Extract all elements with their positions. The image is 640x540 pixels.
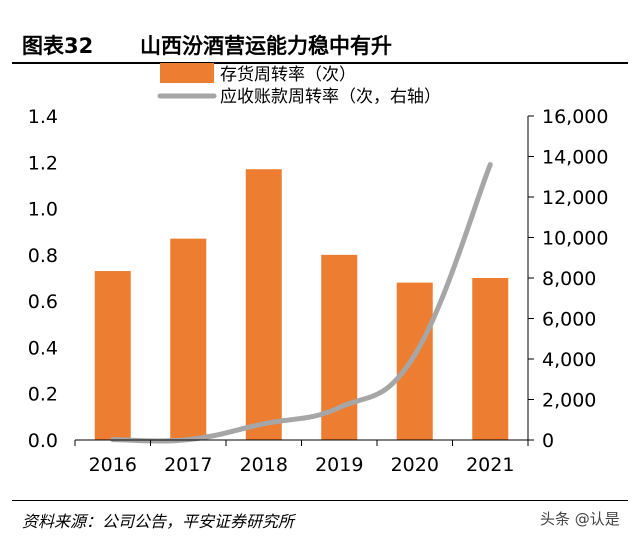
x-tick-label: 2016	[89, 454, 137, 476]
bar-series	[94, 169, 509, 440]
x-axis: 2016 2017 2018 2019 2020 2021	[74, 439, 529, 476]
bar	[472, 278, 509, 440]
x-tick-label: 2018	[240, 454, 288, 476]
figure-number: 图表32	[22, 34, 94, 58]
left-tick-label: 0.0	[28, 430, 58, 452]
bar	[94, 271, 131, 440]
bar	[170, 238, 207, 440]
legend-bar-swatch	[160, 63, 214, 83]
line-path	[110, 162, 493, 444]
right-tick-label: 2,000	[542, 390, 596, 412]
right-tick-label: 16,000	[542, 106, 608, 128]
legend: 存货周转率（次）应收账款周转率（次，右轴）	[157, 63, 441, 107]
watermark: 头条 @认是	[540, 510, 620, 528]
left-tick-label: 0.6	[28, 291, 58, 313]
right-tick-label: 12,000	[542, 187, 608, 209]
left-tick-label: 0.2	[28, 384, 58, 406]
x-tick-label: 2021	[466, 454, 514, 476]
source-note: 资料来源：公司公告，平安证券研究所	[22, 512, 295, 531]
x-tick-label: 2019	[315, 454, 363, 476]
bar	[396, 282, 433, 440]
x-tick-label: 2017	[164, 454, 212, 476]
figure-title: 山西汾酒营运能力稳中有升	[140, 34, 392, 58]
legend-bar-label: 存货周转率（次）	[220, 65, 356, 85]
x-tick-label: 2020	[391, 454, 439, 476]
left-tick-label: 1.2	[28, 152, 58, 174]
left-tick-label: 1.0	[28, 199, 58, 221]
right-tick-label: 4,000	[542, 349, 596, 371]
figure-header: 图表32 山西汾酒营运能力稳中有升	[12, 26, 628, 64]
bar	[245, 169, 282, 440]
left-tick-label: 1.4	[28, 106, 58, 128]
right-tick-label: 14,000	[542, 147, 608, 169]
right-tick-label: 8,000	[542, 268, 596, 290]
line-series	[110, 162, 493, 444]
left-tick-label: 0.8	[28, 245, 58, 267]
left-tick-label: 0.4	[28, 337, 58, 359]
right-tick-label: 10,000	[542, 228, 608, 250]
left-axis: 0.0 0.2 0.4 0.6 0.8 1.0 1.2 1.4	[28, 106, 58, 452]
right-tick-label: 0	[542, 430, 554, 452]
legend-line-label: 应收账款周转率（次，右轴）	[220, 87, 441, 107]
right-axis: 0 2,000 4,000 6,000 8,000 10,000 12,000 14,000 1…	[527, 106, 608, 452]
footer-rule	[12, 500, 628, 501]
right-tick-label: 6,000	[542, 309, 596, 331]
